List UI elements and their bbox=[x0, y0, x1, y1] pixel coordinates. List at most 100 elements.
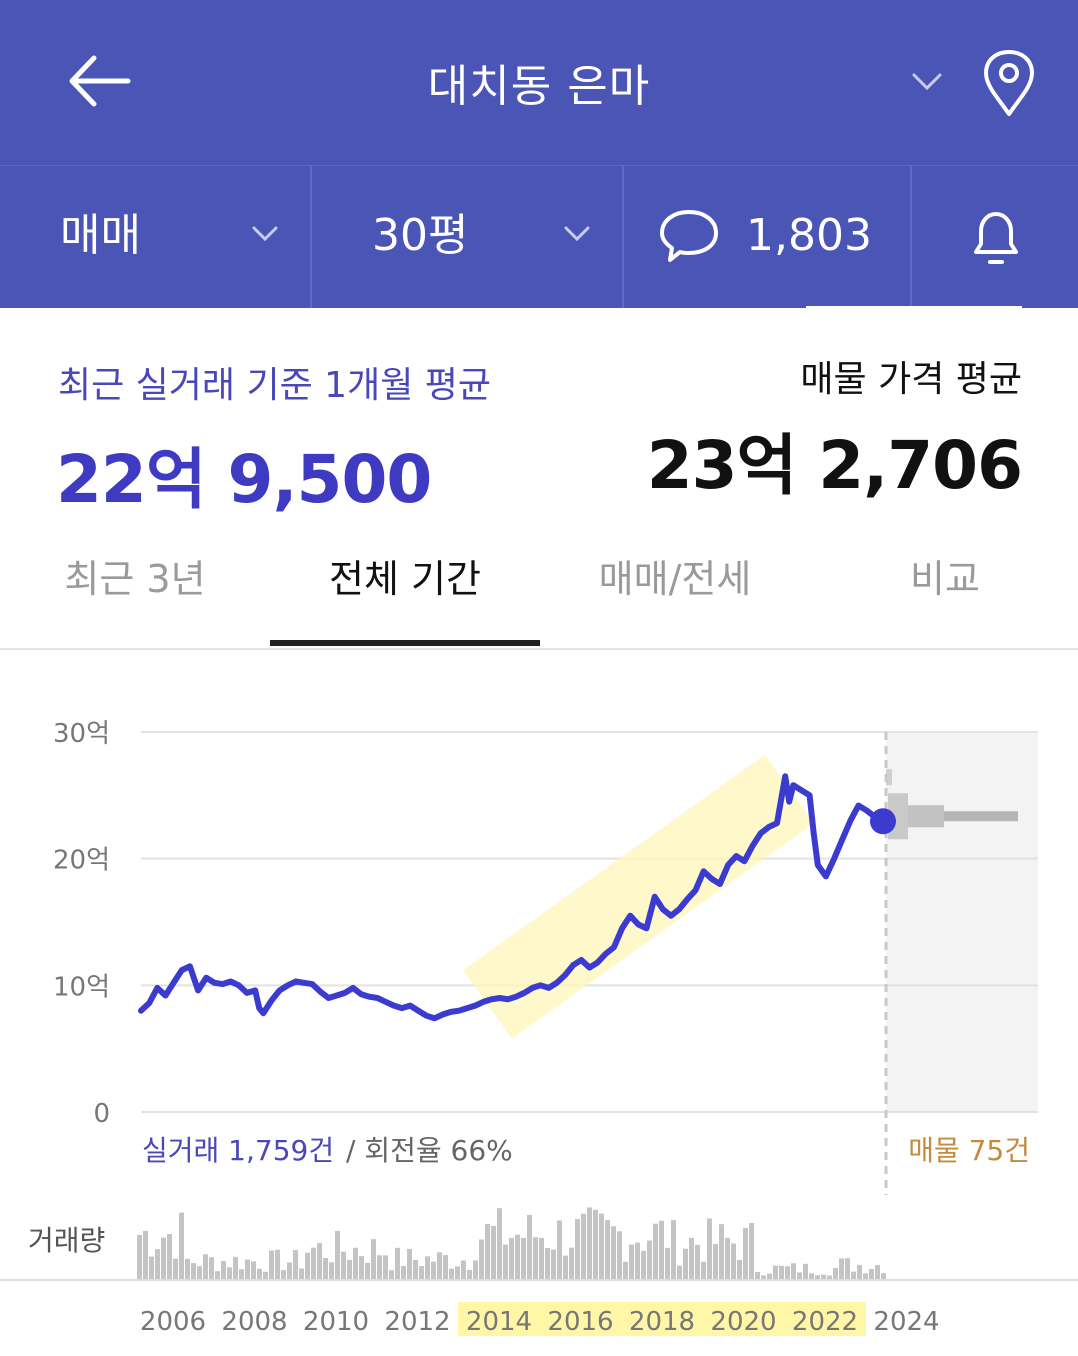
volume-bar bbox=[371, 1239, 376, 1280]
volume-bar bbox=[659, 1220, 664, 1280]
volume-bar bbox=[515, 1234, 520, 1280]
volume-bar bbox=[809, 1273, 814, 1280]
volume-bar bbox=[317, 1243, 322, 1280]
comments-button[interactable]: 1,803 bbox=[624, 166, 910, 308]
price-chart[interactable]: 30억 20억 10억 0 실거래 1,759건 / 회전율 66% 매물 75건 거… bbox=[0, 650, 1078, 1356]
volume-bar bbox=[215, 1271, 220, 1280]
x-tick-label: 2008 bbox=[221, 1307, 287, 1337]
volume-bar bbox=[575, 1219, 580, 1280]
tab-compare[interactable]: 비교 bbox=[910, 557, 980, 601]
highlight-tick-bg bbox=[621, 1302, 703, 1336]
filter-bar: 매매 30평 1,803 bbox=[0, 165, 1078, 308]
size-select[interactable]: 30평 bbox=[312, 166, 622, 308]
alert-button[interactable] bbox=[912, 166, 1078, 308]
volume-bar bbox=[503, 1244, 508, 1280]
chevron-down-icon bbox=[564, 226, 590, 242]
volume-bar bbox=[731, 1243, 736, 1280]
volume-bar bbox=[479, 1239, 484, 1280]
volume-bar bbox=[797, 1272, 802, 1280]
trade-type-select[interactable]: 매매 bbox=[0, 166, 310, 308]
volume-bar bbox=[185, 1258, 190, 1280]
x-tick-label: 2024 bbox=[873, 1307, 939, 1337]
volume-bar bbox=[719, 1224, 724, 1280]
volume-bar bbox=[773, 1265, 778, 1280]
tab-sale-jeonse[interactable]: 매매/전세 bbox=[598, 557, 752, 601]
volume-bar bbox=[647, 1240, 652, 1280]
listing-average-value: 23억 2,706 bbox=[646, 427, 1023, 504]
volume-bar bbox=[305, 1252, 310, 1280]
volume-bar bbox=[617, 1231, 622, 1280]
volume-bar bbox=[227, 1267, 232, 1280]
volume-bar bbox=[179, 1212, 184, 1280]
indicator-line bbox=[806, 306, 1022, 308]
volume-bar bbox=[359, 1256, 364, 1280]
volume-bar bbox=[455, 1266, 460, 1280]
volume-bar bbox=[245, 1259, 250, 1280]
volume-bar bbox=[779, 1265, 784, 1280]
listing-bar bbox=[888, 811, 1018, 822]
volume-bar bbox=[365, 1262, 370, 1280]
volume-bar bbox=[191, 1263, 196, 1280]
volume-bar bbox=[149, 1256, 154, 1280]
volume-bar bbox=[353, 1247, 358, 1280]
divider bbox=[310, 166, 312, 308]
volume-bar bbox=[605, 1220, 610, 1280]
listing-area bbox=[886, 732, 1038, 1112]
volume-bar bbox=[239, 1269, 244, 1280]
volume-bar bbox=[593, 1209, 598, 1280]
volume-bar bbox=[221, 1261, 226, 1280]
x-tick-label: 2012 bbox=[384, 1307, 450, 1337]
volume-bar bbox=[485, 1223, 490, 1280]
listing-bar bbox=[886, 769, 892, 786]
turnover-label: / 회전율 66% bbox=[346, 1134, 513, 1167]
volume-bar bbox=[347, 1259, 352, 1280]
map-pin-icon[interactable] bbox=[980, 48, 1038, 118]
y-tick-label: 30억 bbox=[53, 719, 110, 749]
highlight-tick-bg bbox=[702, 1302, 785, 1336]
uptrend-highlight bbox=[463, 754, 814, 1039]
volume-bar bbox=[449, 1268, 454, 1280]
volume-bar bbox=[563, 1255, 568, 1280]
size-label: 30평 bbox=[372, 210, 469, 261]
volume-bar bbox=[551, 1249, 556, 1280]
volume-bar bbox=[407, 1248, 412, 1280]
volume-bar bbox=[491, 1225, 496, 1280]
volume-bar bbox=[257, 1268, 262, 1280]
arrow-left-icon[interactable] bbox=[62, 48, 138, 114]
volume-bar bbox=[287, 1262, 292, 1280]
highlight-tick-bg bbox=[458, 1302, 540, 1336]
volume-bar bbox=[299, 1268, 304, 1280]
volume-bar bbox=[707, 1218, 712, 1280]
volume-bar bbox=[263, 1271, 268, 1280]
tab-recent-3-years[interactable]: 최근 3년 bbox=[64, 557, 206, 601]
volume-bar bbox=[251, 1261, 256, 1280]
volume-bar bbox=[725, 1237, 730, 1280]
y-axis-ticks: 30억 20억 10억 0 bbox=[53, 719, 110, 1129]
volume-bar bbox=[683, 1248, 688, 1280]
volume-bar bbox=[497, 1208, 502, 1280]
volume-bar bbox=[839, 1258, 844, 1280]
volume-bar bbox=[419, 1266, 424, 1280]
tab-all-period[interactable]: 전체 기간 bbox=[329, 557, 481, 601]
volume-bar bbox=[767, 1273, 772, 1280]
app-header: 대치동 은마 bbox=[0, 0, 1078, 165]
volume-bar bbox=[209, 1257, 214, 1280]
chevron-down-icon[interactable] bbox=[910, 68, 944, 94]
volume-bar bbox=[425, 1256, 430, 1280]
volume-bar bbox=[749, 1222, 754, 1280]
volume-bar bbox=[545, 1247, 550, 1280]
bell-icon bbox=[974, 212, 1018, 264]
volume-bar bbox=[521, 1237, 526, 1280]
divider bbox=[622, 166, 624, 308]
volume-bar bbox=[791, 1263, 796, 1280]
latest-price-marker[interactable] bbox=[870, 808, 896, 835]
volume-bar bbox=[437, 1252, 442, 1280]
volume-bar bbox=[167, 1234, 172, 1280]
trade-type-label: 매매 bbox=[60, 210, 141, 261]
volume-bar bbox=[869, 1269, 874, 1280]
volume-bar bbox=[611, 1226, 616, 1280]
listing-average-label: 매물 가격 평균 bbox=[800, 359, 1022, 400]
deal-count-label: 실거래 1,759건 bbox=[142, 1134, 334, 1167]
volume-bar bbox=[851, 1271, 856, 1280]
volume-bar bbox=[443, 1255, 448, 1280]
